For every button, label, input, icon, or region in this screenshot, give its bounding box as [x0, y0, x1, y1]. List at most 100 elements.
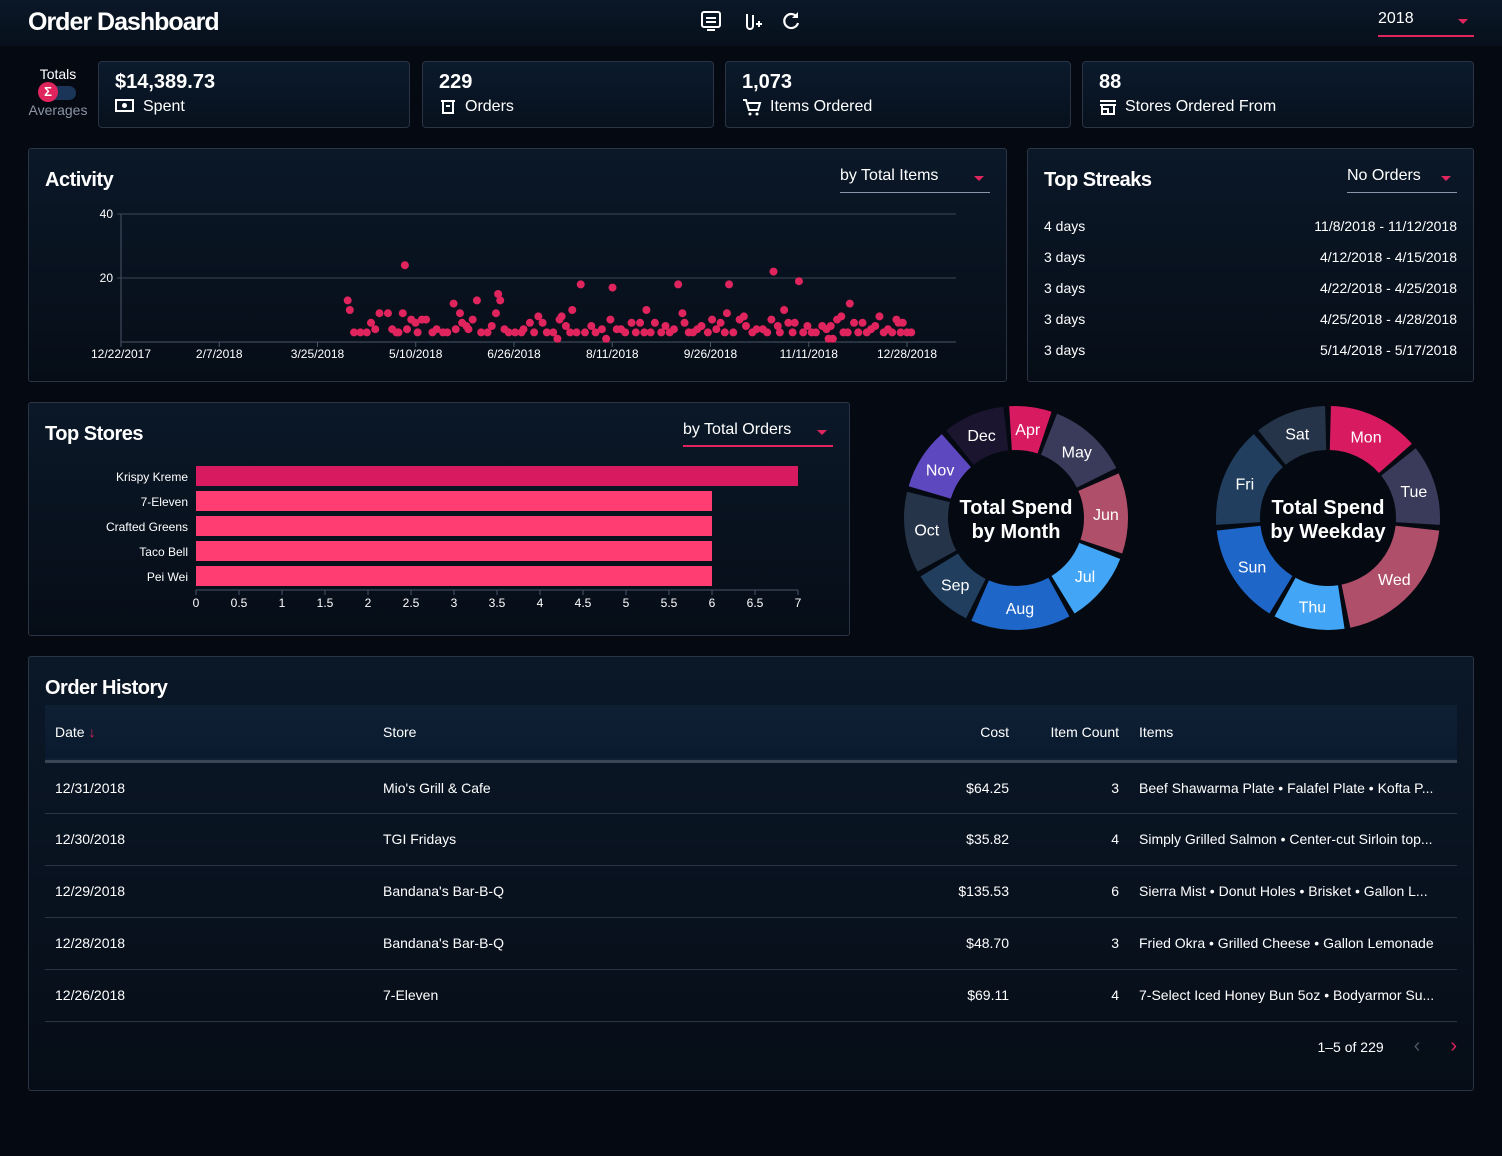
table-cell: $48.70 — [966, 935, 1009, 951]
col-item-count[interactable]: Item Count — [1050, 724, 1119, 741]
table-row[interactable]: 12/28/2018 Bandana's Bar-B-Q $48.70 3 Fried … — [45, 917, 1457, 969]
data-point — [888, 328, 897, 337]
data-point — [491, 309, 500, 318]
next-page-icon[interactable]: › — [1450, 1035, 1457, 1057]
data-point — [903, 328, 911, 337]
data-point — [458, 318, 467, 327]
table-cell: Simply Grilled Salmon • Center-cut Sirlo… — [1139, 831, 1433, 847]
card-items: 1,073 Items Ordered — [725, 61, 1071, 128]
streak-row: 4 days 11/8/2018 - 11/12/2018 — [1044, 218, 1457, 234]
year-select[interactable]: 2018 — [1378, 10, 1474, 37]
bag-icon — [441, 100, 455, 114]
data-point — [345, 306, 354, 314]
card-label: Orders — [465, 98, 514, 115]
data-point — [477, 328, 486, 337]
streak-range: 4/22/2018 - 4/25/2018 — [1319, 280, 1457, 296]
data-point — [788, 328, 797, 337]
data-point — [803, 322, 812, 330]
y-tick-label: 20 — [100, 271, 114, 285]
table-row[interactable]: 12/30/2018 TGI Fridays $35.82 4 Simply Grill… — [45, 813, 1457, 865]
streak-length: 3 days — [1044, 342, 1086, 358]
table-cell: Fried Okra • Grilled Cheese • Gallon Lem… — [1139, 935, 1434, 951]
data-point — [807, 328, 816, 337]
table-cell: 3 — [1111, 779, 1119, 796]
table-cell: $69.11 — [967, 987, 1009, 1003]
col-cost[interactable]: Cost — [980, 724, 1009, 741]
streak-length: 3 days — [1044, 311, 1086, 327]
data-point — [748, 328, 757, 337]
data-point — [697, 322, 706, 330]
prev-page-icon[interactable]: ‹ — [1413, 1035, 1421, 1057]
x-tick-label: 4.5 — [575, 596, 592, 610]
data-point — [767, 315, 776, 324]
table-cell: 3 — [1111, 935, 1119, 951]
donut-center-title: Total Spend — [1272, 497, 1385, 519]
data-point — [680, 318, 689, 327]
x-tick-label: 12/28/2018 — [877, 347, 937, 361]
data-point — [822, 325, 831, 334]
activity-metric-select[interactable]: by Total Items — [840, 167, 990, 193]
data-point — [616, 325, 625, 334]
data-point — [608, 283, 617, 292]
x-tick-label: 8/11/2018 — [586, 347, 639, 361]
x-tick-label: 0.5 — [231, 596, 248, 610]
refresh-icon[interactable] — [780, 10, 802, 32]
bar — [196, 541, 712, 561]
col-date[interactable]: Date ↓ — [55, 724, 96, 741]
x-tick-label: 3 — [451, 596, 458, 610]
toggle-switch[interactable]: Σ — [38, 82, 76, 102]
card-value: 88 — [1099, 71, 1122, 93]
totals-averages-toggle[interactable]: Totals Σ Averages — [28, 66, 88, 118]
data-point — [879, 328, 888, 337]
card-label: Items Ordered — [770, 98, 873, 115]
data-point — [845, 299, 854, 308]
donut-segment-thu — [1274, 577, 1345, 630]
data-point — [432, 325, 441, 334]
x-tick-label: 1.5 — [317, 596, 334, 610]
data-point — [572, 328, 581, 337]
data-point — [587, 322, 596, 330]
data-point — [894, 318, 903, 327]
data-point — [735, 315, 744, 324]
table-cell: TGI Fridays — [383, 831, 457, 847]
data-point — [811, 328, 820, 337]
streak-type-select[interactable]: No Orders — [1347, 167, 1457, 193]
data-point — [799, 328, 808, 337]
donut-center-title: by Month — [972, 521, 1061, 543]
data-point — [780, 306, 789, 314]
data-point — [826, 322, 835, 330]
segment-label: Mon — [1350, 429, 1381, 446]
data-point — [504, 328, 513, 337]
table-row[interactable]: 12/26/2018 7-Eleven $69.11 4 7-Select Iced H… — [45, 969, 1457, 1021]
card-orders: 229 Orders — [422, 61, 714, 128]
table-cell: $135.53 — [958, 883, 1009, 899]
donut-segment-wed — [1341, 525, 1440, 628]
table-row[interactable]: 12/31/2018 Mio's Grill & Cafe $64.25 3 Beef … — [45, 761, 1457, 813]
table-row[interactable]: 12/29/2018 Bandana's Bar-B-Q $135.53 6 Sierr… — [45, 865, 1457, 917]
data-point — [665, 328, 674, 337]
sigma-icon: Σ — [38, 82, 58, 102]
streak-row: 3 days 4/22/2018 - 4/25/2018 — [1044, 280, 1457, 296]
col-store[interactable]: Store — [383, 724, 417, 741]
data-point — [366, 318, 375, 327]
data-point — [773, 322, 782, 330]
x-tick-label: 6 — [709, 596, 716, 610]
x-tick-label: 2 — [365, 596, 372, 610]
segment-label: Sun — [1238, 559, 1266, 576]
data-point — [411, 318, 420, 327]
history-title: Order History — [45, 677, 168, 699]
donut-segment-fri — [1216, 434, 1283, 525]
display-settings-icon[interactable] — [700, 10, 722, 32]
store-metric-select[interactable]: by Total Orders — [683, 421, 833, 447]
caret-down-icon — [1441, 176, 1451, 181]
col-items[interactable]: Items — [1139, 724, 1174, 741]
data-point — [627, 318, 636, 327]
data-point — [843, 328, 852, 337]
data-point — [487, 322, 496, 330]
streak-row: 3 days 4/25/2018 - 4/28/2018 — [1044, 311, 1457, 327]
attach-add-icon[interactable] — [741, 10, 763, 32]
data-point — [400, 261, 409, 270]
streak-length: 4 days — [1044, 218, 1086, 234]
x-tick-label: 0 — [193, 596, 200, 610]
streak-range: 5/14/2018 - 5/17/2018 — [1319, 342, 1457, 358]
